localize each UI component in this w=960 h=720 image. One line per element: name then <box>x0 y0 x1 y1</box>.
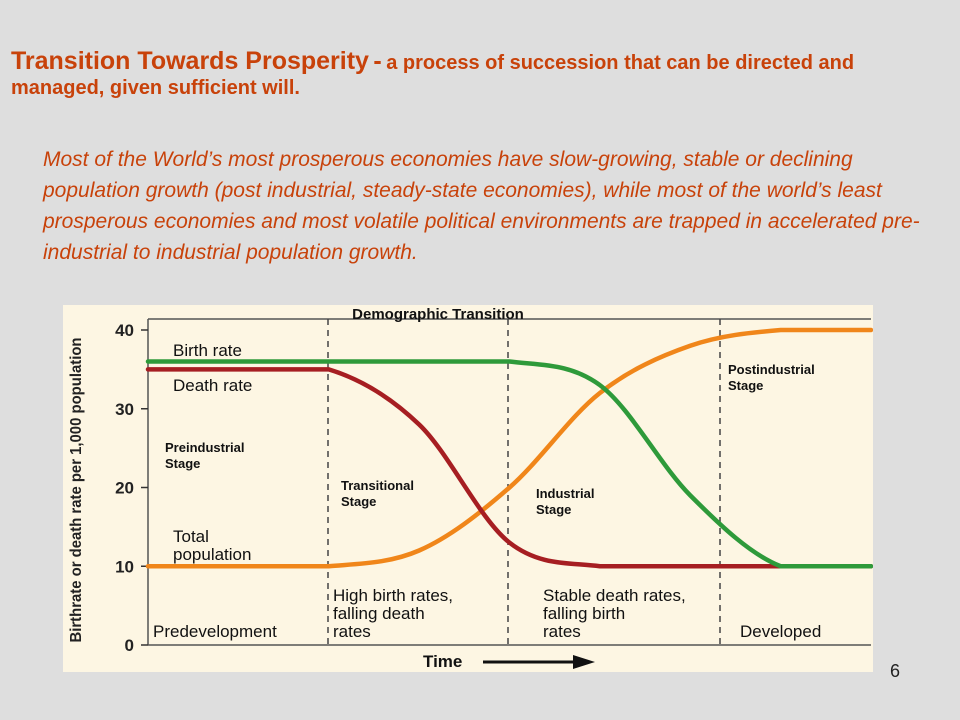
region-label-4: Developed <box>740 622 821 641</box>
region-label-2: falling death <box>333 604 425 623</box>
region-label-2: High birth rates, <box>333 586 453 605</box>
region-label-3: falling birth <box>543 604 625 623</box>
stage-label-1: Preindustrial <box>165 440 244 455</box>
stage-label-1: Stage <box>165 456 200 471</box>
x-axis-label: Time <box>423 652 462 671</box>
title-separator: - <box>373 47 382 75</box>
title-main: Transition Towards Prosperity <box>11 47 369 75</box>
label-total-population: Total <box>173 527 209 546</box>
stage-label-3: Industrial <box>536 486 595 501</box>
body-paragraph: Most of the World’s most prosperous econ… <box>43 148 920 264</box>
region-label-3: rates <box>543 622 581 641</box>
page-number: 6 <box>890 661 901 681</box>
label-death-rate: Death rate <box>173 376 252 395</box>
slide-title: Transition Towards Prosperity - a proces… <box>11 46 941 100</box>
y-tick-label: 0 <box>125 636 134 655</box>
demographic-transition-chart: 0 10 20 30 40 Birthrate or death rate per 1,0… <box>63 305 873 672</box>
region-label-1: Predevelopment <box>153 622 277 641</box>
stage-label-2: Transitional <box>341 478 414 493</box>
title-subtitle: a process of succession that can be dire… <box>11 52 855 99</box>
time-arrowhead <box>573 655 595 669</box>
chart-title: Demographic Transition <box>352 306 524 323</box>
region-label-2: rates <box>333 622 371 641</box>
y-tick-label: 30 <box>115 400 134 419</box>
stage-label-4: Stage <box>728 378 763 393</box>
y-axis-label: Birthrate or death rate per 1,000 popula… <box>68 338 85 643</box>
series-line-3 <box>145 327 873 569</box>
y-tick-label: 20 <box>115 479 134 498</box>
y-tick-label: 10 <box>115 557 134 576</box>
stage-label-4: Postindustrial <box>728 362 815 377</box>
stage-label-3: Stage <box>536 502 571 517</box>
series-line-2 <box>145 367 873 569</box>
series-line-1 <box>145 359 873 569</box>
chart-svg: 0 10 20 30 40 Birthrate or death rate per 1,0… <box>68 306 873 671</box>
stage-label-2: Stage <box>341 494 376 509</box>
region-label-3: Stable death rates, <box>543 586 686 605</box>
label-birth-rate: Birth rate <box>173 341 242 360</box>
y-tick-label: 40 <box>115 321 134 340</box>
label-total-population: population <box>173 545 251 564</box>
